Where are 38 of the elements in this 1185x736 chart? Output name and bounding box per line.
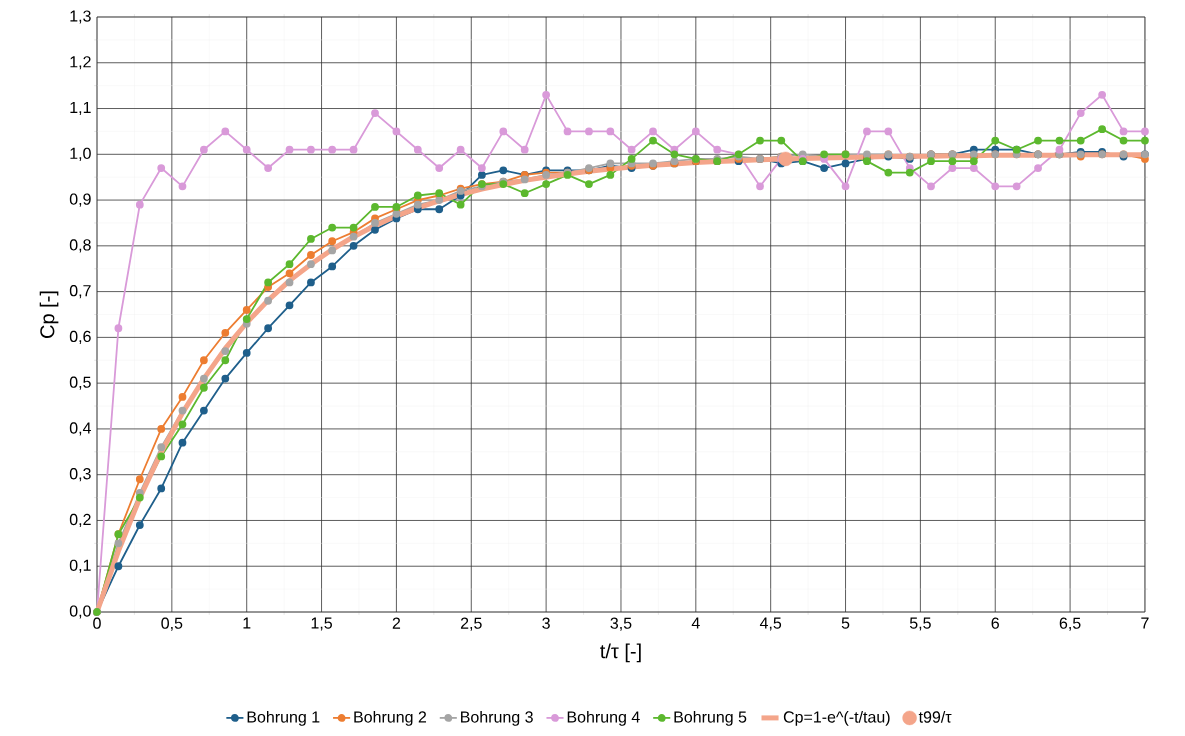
y-tick-label: 1,0 bbox=[70, 147, 91, 161]
x-tick-label: 6,5 bbox=[1059, 617, 1081, 631]
x-tick-label: 2 bbox=[392, 617, 401, 629]
x-tick-label: 5 bbox=[841, 617, 850, 629]
y-tick-label: 1,3 bbox=[70, 10, 91, 24]
x-axis-title: t/τ [-] bbox=[600, 643, 641, 663]
legend-label: Bohrung 3 bbox=[461, 710, 533, 726]
legend-label: Bohrung 2 bbox=[354, 710, 427, 726]
y-tick-label: 0,5 bbox=[69, 376, 91, 390]
legend-label: Bohrung 4 bbox=[567, 710, 640, 726]
x-tick-label: 3,5 bbox=[610, 617, 632, 631]
y-tick-label: 0,4 bbox=[69, 422, 91, 436]
legend-label: t99/τ bbox=[918, 710, 952, 723]
y-tick-label: 1,1 bbox=[70, 102, 91, 116]
y-tick-label: 0,8 bbox=[69, 239, 91, 253]
x-tick-label: 0,5 bbox=[161, 617, 183, 631]
x-tick-label: 7 bbox=[1141, 617, 1149, 629]
y-tick-label: 1,2 bbox=[70, 56, 91, 70]
x-tick-label: 6 bbox=[991, 617, 999, 629]
y-tick-label: 0,9 bbox=[69, 193, 91, 207]
y-tick-label: 0,7 bbox=[69, 285, 91, 299]
x-tick-label: 1,5 bbox=[311, 617, 332, 631]
y-tick-label: 0,2 bbox=[69, 513, 91, 528]
x-tick-label: 0 bbox=[93, 617, 101, 629]
x-tick-label: 3 bbox=[542, 617, 550, 629]
y-tick-label: 0,6 bbox=[69, 330, 91, 344]
y-axis-title: Cp [-] bbox=[39, 291, 59, 338]
legend-label: Bohrung 5 bbox=[674, 710, 747, 726]
x-tick-label: 2,5 bbox=[460, 617, 482, 631]
legend-label: Bohrung 1 bbox=[247, 710, 320, 726]
x-tick-label: 1 bbox=[243, 617, 251, 629]
legend-label: Cp=1-e^(-t/tau) bbox=[783, 710, 890, 726]
y-tick-label: 0,0 bbox=[69, 605, 91, 619]
x-tick-label: 5,5 bbox=[909, 617, 931, 631]
y-tick-label: 0,3 bbox=[69, 468, 91, 482]
x-tick-label: 4,5 bbox=[759, 617, 782, 631]
x-tick-label: 4 bbox=[691, 617, 700, 629]
y-tick-label: 0,1 bbox=[69, 559, 91, 573]
